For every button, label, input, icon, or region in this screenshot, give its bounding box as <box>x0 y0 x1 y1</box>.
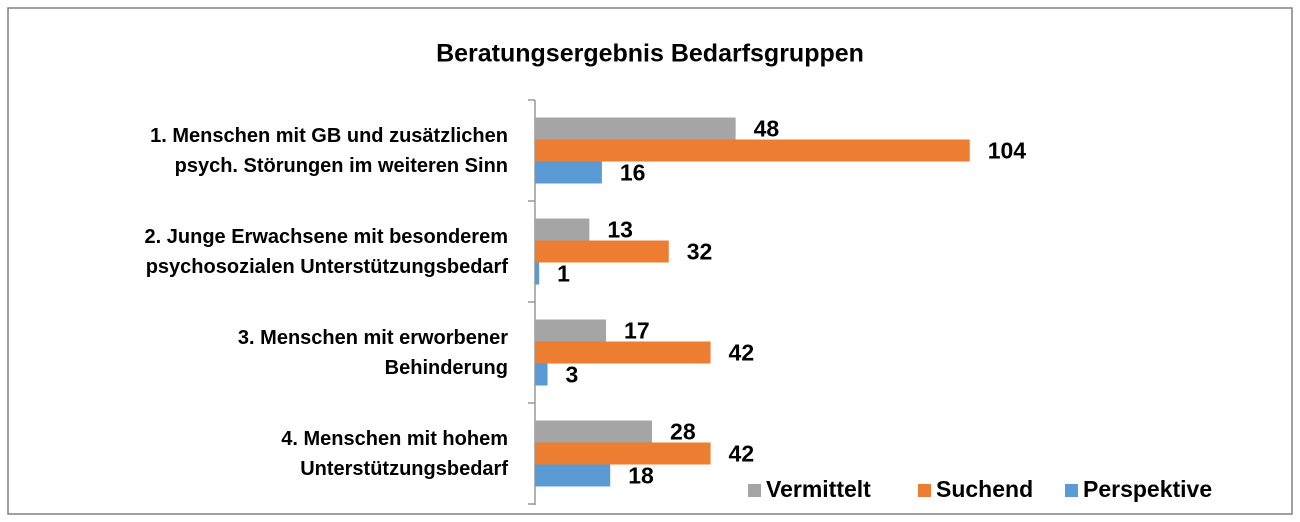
bar <box>535 341 711 364</box>
category-label: 4. Menschen mit hohem Unterstützungsbeda… <box>281 427 508 480</box>
value-label: 104 <box>988 138 1027 164</box>
legend-swatch <box>918 484 931 497</box>
bar <box>535 117 736 140</box>
value-label: 42 <box>729 340 755 366</box>
legend-label: Suchend <box>936 476 1033 502</box>
value-label: 32 <box>687 239 713 265</box>
value-label: 13 <box>607 217 633 243</box>
value-label: 48 <box>754 116 780 142</box>
bar <box>535 218 590 241</box>
bar <box>535 262 540 285</box>
legend-swatch <box>1065 484 1078 497</box>
legend-swatch <box>748 484 761 497</box>
value-label: 16 <box>620 160 646 186</box>
bar <box>535 442 711 465</box>
bar <box>535 420 653 443</box>
category-label: 3. Menschen mit erworbener Behinderung <box>237 326 508 379</box>
value-label: 3 <box>566 362 579 388</box>
value-label: 1 <box>557 261 570 287</box>
bar <box>535 319 607 342</box>
chart-border <box>7 7 1293 515</box>
chart-title: Beratungsergebnis Bedarfsgruppen <box>436 40 864 68</box>
value-label: 17 <box>624 318 650 344</box>
bar <box>535 464 611 487</box>
category-label: 1. Menschen mit GB und zusätzlichen psyc… <box>150 124 508 177</box>
bar <box>535 240 669 263</box>
bar <box>535 139 970 162</box>
value-label: 28 <box>670 419 696 445</box>
value-label: 18 <box>628 463 654 489</box>
category-label: 2. Junge Erwachsene mit besonderem psych… <box>144 225 508 278</box>
bar <box>535 161 602 184</box>
value-label: 42 <box>729 441 755 467</box>
legend-label: Perspektive <box>1083 476 1212 502</box>
bar <box>535 363 548 386</box>
legend-label: Vermittelt <box>766 476 871 502</box>
